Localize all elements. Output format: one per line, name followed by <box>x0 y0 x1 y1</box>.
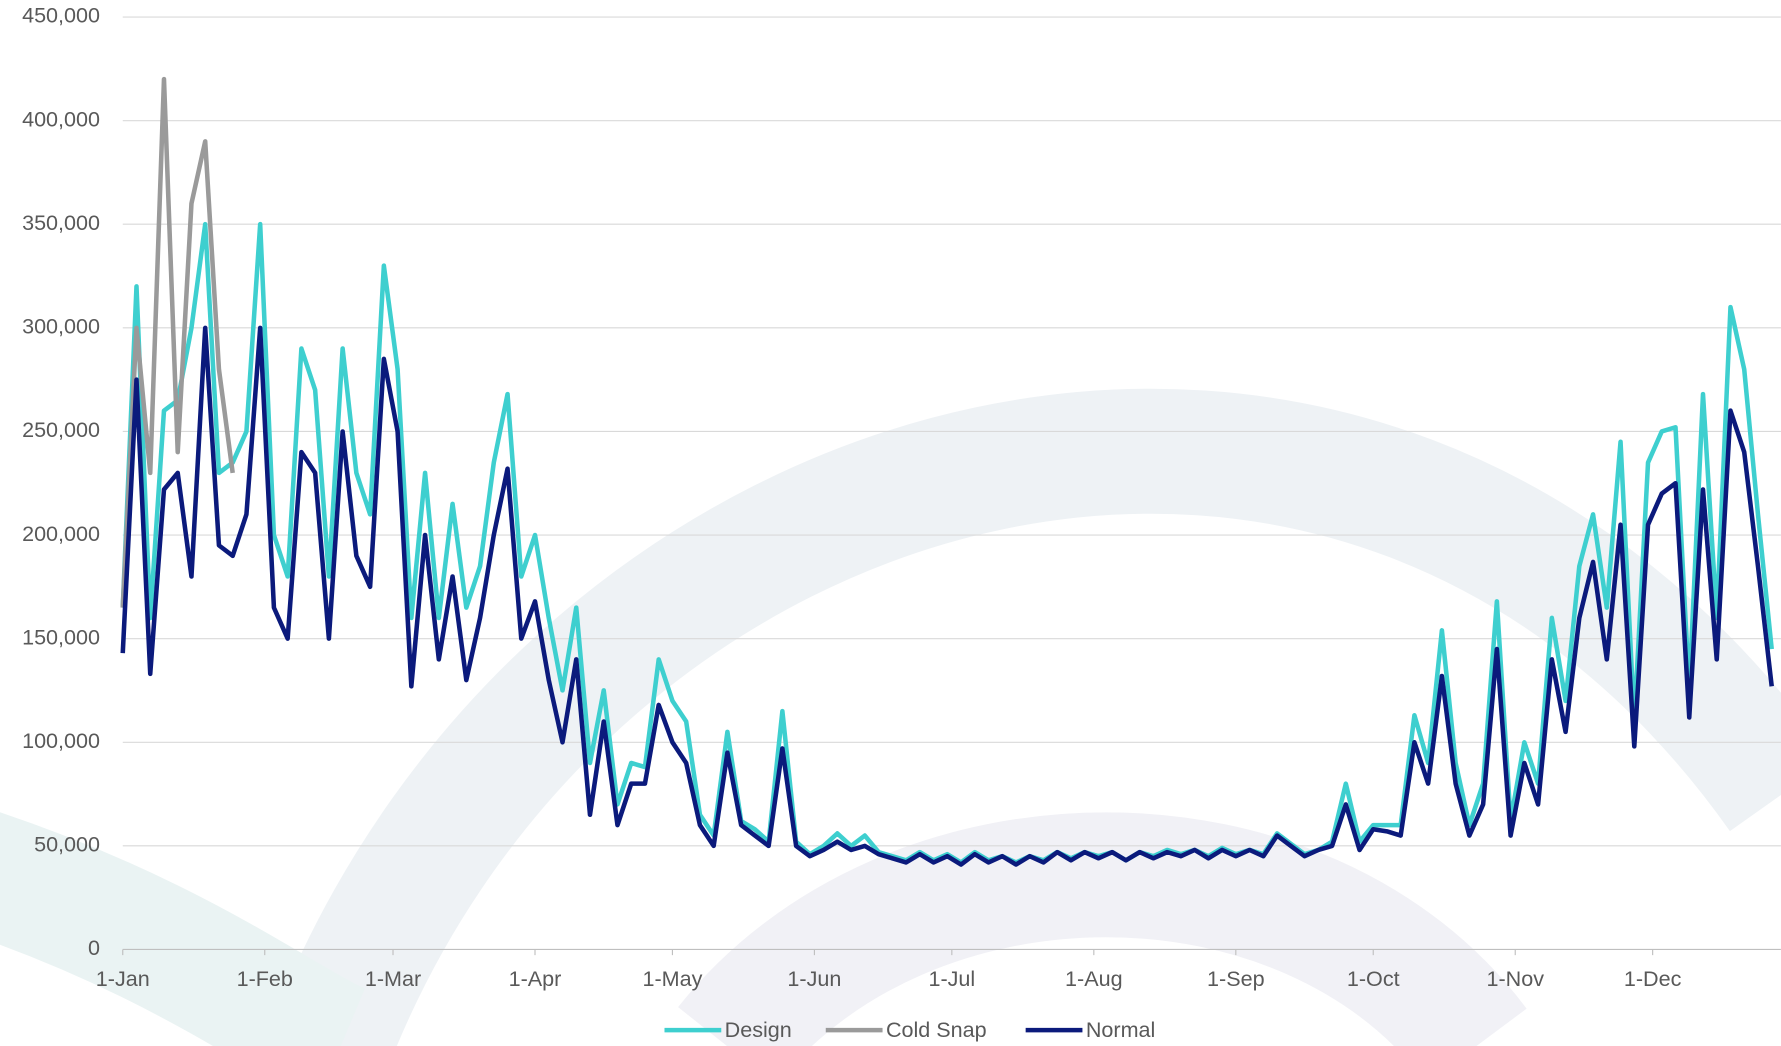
x-tick-label: 1-Nov <box>1486 966 1544 991</box>
y-tick-label: 350,000 <box>22 210 100 235</box>
y-tick-label: 300,000 <box>22 314 100 339</box>
x-tick-label: 1-Oct <box>1347 966 1400 991</box>
y-tick-label: 250,000 <box>22 417 100 442</box>
x-tick-label: 1-Jun <box>787 966 841 991</box>
watermark-arc <box>678 812 1527 1046</box>
grid: 0 50,000 100,000 150,000 200,000 250,000 300,0… <box>22 3 1781 991</box>
legend-label: Cold Snap <box>886 1017 987 1042</box>
y-tick-label: 0 <box>88 935 100 960</box>
x-tick-label: 1-Feb <box>237 966 293 991</box>
y-tick-label: 150,000 <box>22 624 100 649</box>
x-tick-label: 1-May <box>642 966 702 991</box>
x-tick-label: 1-Sep <box>1207 966 1265 991</box>
y-tick-label: 400,000 <box>22 106 100 131</box>
y-tick-label: 200,000 <box>22 521 100 546</box>
watermark <box>0 388 1781 1046</box>
y-tick-label: 450,000 <box>22 3 100 28</box>
series-line <box>120 76 235 608</box>
x-tick-label: 1-Aug <box>1065 966 1123 991</box>
y-tick-label: 50,000 <box>34 832 100 857</box>
x-tick-label: 1-Jan <box>96 966 150 991</box>
legend-label: Normal <box>1086 1017 1156 1042</box>
y-tick-label: 100,000 <box>22 728 100 753</box>
watermark-arc <box>0 812 367 1046</box>
series-line <box>120 325 1774 867</box>
legend: Design Cold Snap Normal <box>664 1017 1155 1042</box>
x-tick-label: 1-Mar <box>365 966 421 991</box>
watermark-arc <box>271 388 1781 1046</box>
x-tick-label: 1-Dec <box>1624 966 1682 991</box>
plot <box>120 76 1774 867</box>
legend-label: Design <box>725 1017 792 1042</box>
x-tick-label: 1-Apr <box>509 966 562 991</box>
x-tick-label: 1-Jul <box>928 966 975 991</box>
